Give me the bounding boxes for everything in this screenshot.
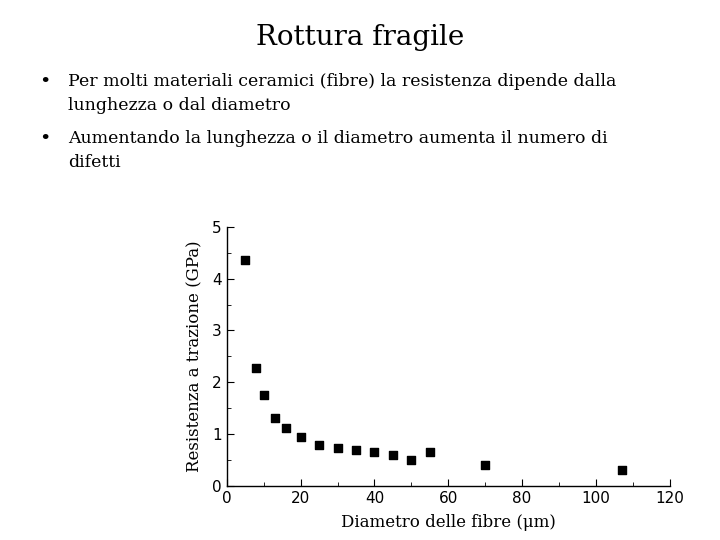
- Point: [280, 423, 292, 432]
- Point: [269, 413, 281, 422]
- Point: [258, 391, 269, 400]
- Point: [369, 448, 380, 457]
- Point: [240, 256, 251, 265]
- Point: [332, 444, 343, 453]
- Point: [251, 363, 262, 372]
- Point: [313, 440, 325, 449]
- Y-axis label: Resistenza a trazione (GPa): Resistenza a trazione (GPa): [187, 241, 204, 472]
- Point: [616, 466, 627, 475]
- Point: [480, 461, 491, 470]
- Point: [350, 446, 361, 454]
- Text: •: •: [40, 130, 51, 147]
- Text: •: •: [40, 73, 51, 91]
- Text: Aumentando la lunghezza o il diametro aumenta il numero di: Aumentando la lunghezza o il diametro au…: [68, 130, 608, 146]
- Text: Rottura fragile: Rottura fragile: [256, 24, 464, 51]
- X-axis label: Diametro delle fibre (μm): Diametro delle fibre (μm): [341, 514, 556, 531]
- Point: [387, 450, 399, 459]
- Point: [405, 456, 417, 464]
- Point: [424, 448, 436, 457]
- Text: lunghezza o dal diametro: lunghezza o dal diametro: [68, 97, 291, 114]
- Point: [295, 433, 307, 441]
- Text: difetti: difetti: [68, 154, 121, 171]
- Text: Per molti materiali ceramici (fibre) la resistenza dipende dalla: Per molti materiali ceramici (fibre) la …: [68, 73, 617, 90]
